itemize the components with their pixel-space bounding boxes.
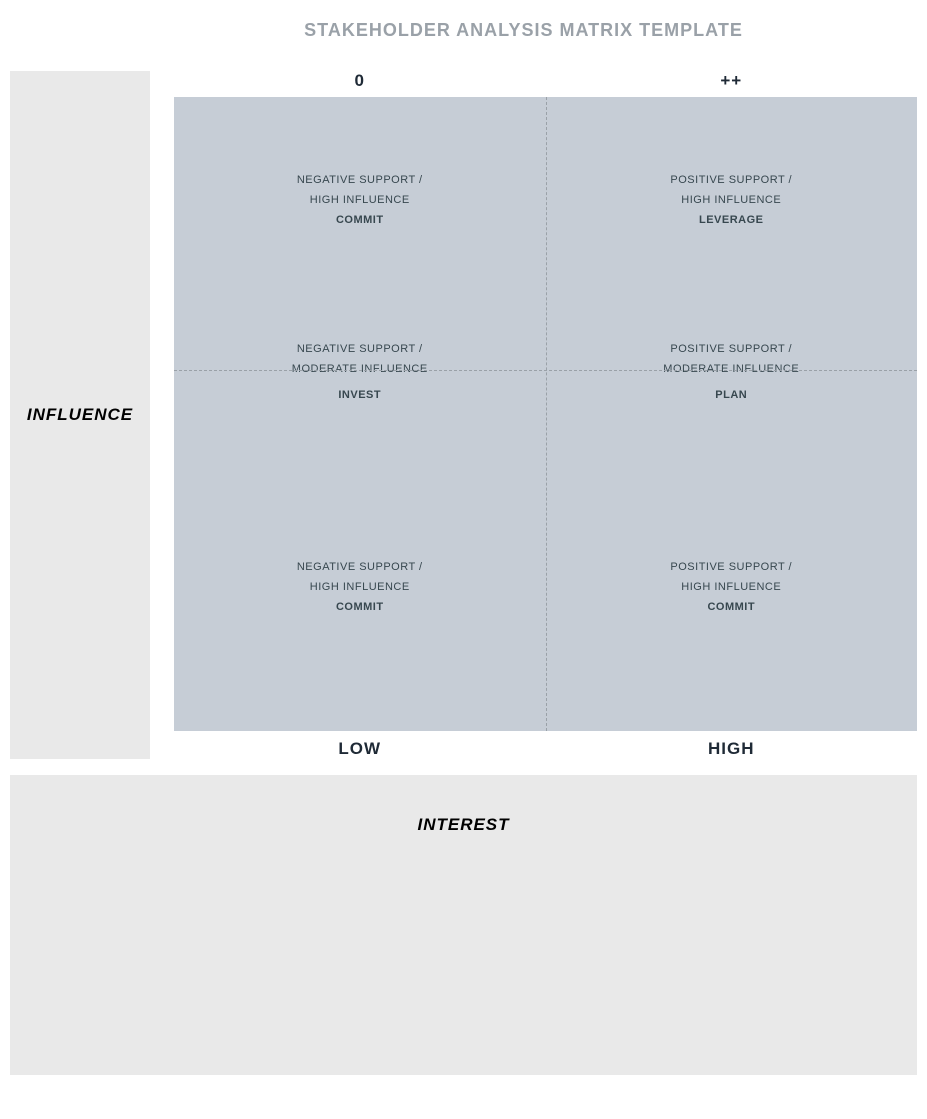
cell-action: LEVERAGE: [699, 214, 764, 226]
cell-action: COMMIT: [336, 601, 384, 613]
cell-line2: HIGH INFLUENCE: [681, 581, 781, 593]
column-footers: LOW HIGH: [174, 739, 917, 759]
cell-mid-left: NEGATIVE SUPPORT / MODERATE INFLUENCE IN…: [174, 300, 546, 439]
cell-line1: POSITIVE SUPPORT /: [670, 174, 792, 186]
cell-bottom-right: POSITIVE SUPPORT / HIGH INFLUENCE COMMIT: [546, 439, 918, 731]
cell-line1: NEGATIVE SUPPORT /: [297, 343, 423, 355]
cell-bottom-left: NEGATIVE SUPPORT / HIGH INFLUENCE COMMIT: [174, 439, 546, 731]
cell-line2: MODERATE INFLUENCE: [663, 363, 799, 375]
cell-top-left: NEGATIVE SUPPORT / HIGH INFLUENCE COMMIT: [174, 97, 546, 300]
cell-line1: NEGATIVE SUPPORT /: [297, 174, 423, 186]
cell-top-right: POSITIVE SUPPORT / HIGH INFLUENCE LEVERA…: [546, 97, 918, 300]
y-axis-text: INFLUENCE: [27, 405, 133, 425]
col-footer-left: LOW: [174, 739, 546, 759]
x-axis-label-box: INTEREST: [10, 775, 917, 1075]
cell-line1: POSITIVE SUPPORT /: [670, 343, 792, 355]
page-title: STAKEHOLDER ANALYSIS MATRIX TEMPLATE: [130, 20, 917, 41]
cell-line2: HIGH INFLUENCE: [681, 194, 781, 206]
col-header-right: ++: [546, 71, 918, 91]
x-axis-text: INTEREST: [417, 815, 509, 834]
cell-action: COMMIT: [336, 214, 384, 226]
top-row: INFLUENCE 0 ++ NEGATIVE SUPPORT / HIGH I…: [10, 71, 917, 759]
col-header-left: 0: [174, 71, 546, 91]
cell-line2: HIGH INFLUENCE: [310, 194, 410, 206]
y-axis-label: INFLUENCE: [10, 71, 150, 759]
page-root: STAKEHOLDER ANALYSIS MATRIX TEMPLATE INF…: [0, 0, 927, 1085]
matrix-wrap: 0 ++ NEGATIVE SUPPORT / HIGH INFLUENCE C…: [174, 71, 917, 759]
cell-mid-right: POSITIVE SUPPORT / MODERATE INFLUENCE PL…: [546, 300, 918, 439]
cell-action: INVEST: [338, 389, 381, 401]
col-footer-right: HIGH: [546, 739, 918, 759]
cell-line1: POSITIVE SUPPORT /: [670, 561, 792, 573]
matrix-grid: NEGATIVE SUPPORT / HIGH INFLUENCE COMMIT…: [174, 97, 917, 731]
cell-line1: NEGATIVE SUPPORT /: [297, 561, 423, 573]
cell-line2: HIGH INFLUENCE: [310, 581, 410, 593]
column-headers: 0 ++: [174, 71, 917, 91]
cell-action: COMMIT: [707, 601, 755, 613]
cell-action: PLAN: [715, 389, 747, 401]
cell-line2: MODERATE INFLUENCE: [292, 363, 428, 375]
